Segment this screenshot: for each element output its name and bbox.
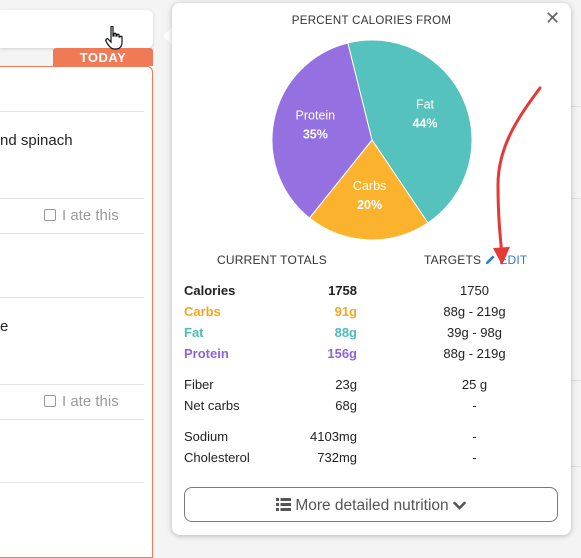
pie-value-protein: 35% <box>303 128 328 142</box>
divider <box>0 419 144 420</box>
nutrient-total-calories: 1758 <box>328 283 357 298</box>
targets-label: TARGETS <box>424 253 482 267</box>
divider <box>563 380 581 381</box>
nutrition-popover: ✕ PERCENT CALORIES FROM Fat 44% Carbs 20% Pr… <box>172 3 571 535</box>
ate-this-checkbox[interactable]: I ate this <box>44 207 119 224</box>
nutrient-label-carbs: Carbs <box>184 304 221 319</box>
divider <box>563 466 581 467</box>
ate-this-label: I ate this <box>62 207 119 224</box>
list-icon <box>276 498 291 511</box>
pie-title: PERCENT CALORIES FROM <box>291 15 452 27</box>
ate-this-checkbox[interactable]: I ate this <box>44 393 119 410</box>
checkbox-icon[interactable] <box>44 395 56 407</box>
current-totals-heading: CURRENT TOTALS <box>217 253 327 267</box>
nutrient-label-net-carbs: Net carbs <box>184 398 240 413</box>
today-badge: TODAY <box>53 48 153 66</box>
popover-arrow <box>163 26 173 46</box>
nutrient-target-fiber: 25 g <box>461 377 488 392</box>
nutrient-label-sodium: Sodium <box>184 429 229 444</box>
pie-label-fat: Fat <box>416 97 435 111</box>
divider <box>0 482 144 483</box>
nutrient-total-cholesterol: 732mg <box>317 450 357 465</box>
edit-label: EDIT <box>499 253 528 267</box>
nutrient-total-sodium: 4103mg <box>310 429 357 444</box>
nutrient-target-calories: 1750 <box>460 283 489 298</box>
nutrient-target-carbs: 88g - 219g <box>443 304 506 319</box>
ate-this-label: I ate this <box>62 393 119 410</box>
divider <box>563 106 581 107</box>
divider <box>0 111 144 112</box>
checkbox-icon[interactable] <box>44 209 56 221</box>
search-bar[interactable] <box>0 10 153 48</box>
pencil-icon <box>485 255 495 265</box>
nutrient-label-calories: Calories <box>184 283 236 298</box>
nutrient-total-fiber: 23g <box>335 377 357 392</box>
pie-slice-carbs <box>308 139 429 241</box>
day-card: nd spinach I ate this e I ate this <box>0 66 153 558</box>
meal-item-title[interactable]: e <box>0 318 9 335</box>
nutrient-target-cholesterol: - <box>472 450 477 465</box>
divider <box>0 297 144 298</box>
nutrient-target-protein: 88g - 219g <box>443 346 506 361</box>
nutrient-total-protein: 156g <box>327 346 357 361</box>
meal-item-title[interactable]: nd spinach <box>0 132 73 149</box>
targets-heading: TARGETS EDIT <box>424 253 527 267</box>
nutrient-total-fat: 88g <box>334 325 357 340</box>
divider <box>563 198 581 199</box>
nutrient-target-net-carbs: - <box>472 398 477 413</box>
nutrient-label-fiber: Fiber <box>184 377 214 392</box>
nutrient-total-carbs: 91g <box>334 304 357 319</box>
nutrient-label-cholesterol: Cholesterol <box>184 450 250 465</box>
pie-value-carbs: 20% <box>357 198 382 212</box>
nutrient-target-sodium: - <box>472 429 477 444</box>
pie-slice-protein <box>271 42 373 219</box>
pie-slice-fat <box>347 39 473 224</box>
nutrient-total-net-carbs: 68g <box>335 398 357 413</box>
edit-targets-link[interactable]: EDIT <box>485 253 528 267</box>
pie-value-fat: 44% <box>412 116 437 130</box>
divider <box>0 198 144 199</box>
divider <box>0 384 144 385</box>
nutrient-label-fat: Fat <box>184 325 204 340</box>
more-detailed-nutrition-button[interactable]: More detailed nutrition <box>184 487 558 522</box>
hand-pointer-icon <box>105 26 123 50</box>
close-icon[interactable]: ✕ <box>545 8 561 28</box>
divider <box>0 233 144 234</box>
nutrient-target-fat: 39g - 98g <box>447 325 502 340</box>
chevron-down-icon <box>453 501 466 510</box>
pie-label-carbs: Carbs <box>353 179 386 193</box>
calories-pie-chart: Fat 44% Carbs 20% Protein 35% <box>271 39 473 241</box>
pie-label-protein: Protein <box>296 109 336 123</box>
nutrient-label-protein: Protein <box>184 346 229 361</box>
annotation-arrow <box>493 86 542 265</box>
more-button-label: More detailed nutrition <box>295 497 449 514</box>
